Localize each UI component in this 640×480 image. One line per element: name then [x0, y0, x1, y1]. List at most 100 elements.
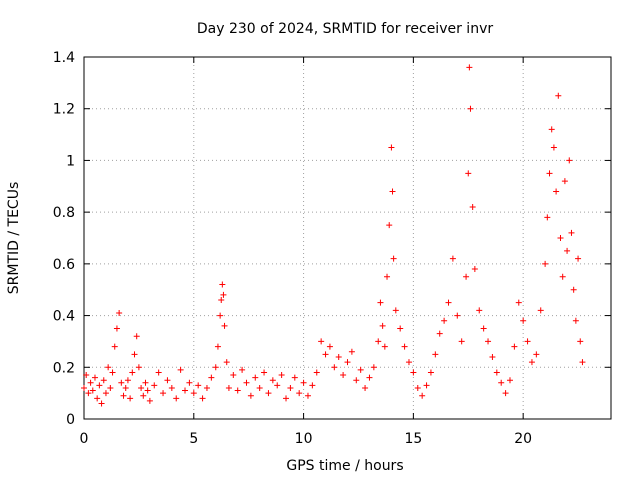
data-point [120, 392, 127, 399]
data-point [96, 382, 103, 389]
data-point [353, 377, 360, 384]
data-point [186, 379, 193, 386]
data-point [164, 377, 171, 384]
data-point [572, 317, 579, 324]
data-point [379, 322, 386, 329]
data-point [357, 366, 364, 373]
data-point [133, 333, 140, 340]
data-points [81, 64, 586, 407]
data-point [463, 273, 470, 280]
data-point [287, 384, 294, 391]
data-point [476, 307, 483, 314]
data-point [544, 214, 551, 221]
data-point [564, 247, 571, 254]
data-point [390, 255, 397, 262]
data-point [138, 384, 145, 391]
data-point [485, 338, 492, 345]
data-point [220, 291, 227, 298]
data-point [274, 382, 281, 389]
data-point [144, 387, 151, 394]
x-tick-label: 0 [80, 431, 89, 447]
data-point [247, 392, 254, 399]
x-axis-label: GPS time / hours [286, 458, 403, 474]
data-point [506, 377, 513, 384]
data-point [559, 273, 566, 280]
data-point [528, 359, 535, 366]
y-tick-label: 0.6 [53, 257, 75, 273]
data-point [410, 369, 417, 376]
data-point [118, 379, 125, 386]
data-point [168, 384, 175, 391]
y-axis: 0 0.2 0.4 0.6 0.8 1 1.2 1.4 [53, 50, 611, 428]
data-point [465, 170, 472, 177]
data-point [493, 369, 500, 376]
data-point [401, 343, 408, 350]
data-point [515, 299, 522, 306]
data-point [568, 229, 575, 236]
data-point [449, 255, 456, 262]
data-point [129, 369, 136, 376]
data-point [566, 157, 573, 164]
data-point [225, 384, 232, 391]
data-point [91, 374, 98, 381]
data-point [203, 384, 210, 391]
data-point [533, 351, 540, 358]
data-point [256, 384, 263, 391]
data-point [102, 390, 109, 397]
data-point [384, 273, 391, 280]
data-point [458, 338, 465, 345]
data-point [218, 297, 225, 304]
data-point [309, 382, 316, 389]
data-point [107, 384, 114, 391]
x-axis: 0 5 10 15 20 [80, 57, 532, 447]
y-tick-label: 0.8 [53, 205, 75, 221]
data-point [122, 384, 129, 391]
data-point [151, 382, 158, 389]
data-point [146, 397, 153, 404]
x-tick-label: 10 [295, 431, 313, 447]
data-point [561, 178, 568, 185]
data-point [388, 144, 395, 151]
data-point [81, 384, 87, 391]
data-point [366, 374, 373, 381]
plot-frame [83, 56, 612, 420]
data-point [322, 351, 329, 358]
data-point [155, 369, 162, 376]
y-tick-label: 0.2 [53, 360, 75, 376]
data-point [520, 317, 527, 324]
data-point [190, 390, 197, 397]
data-point [389, 188, 396, 195]
data-point [195, 382, 202, 389]
data-point [436, 330, 443, 337]
data-point [331, 364, 338, 371]
data-point [252, 374, 259, 381]
data-point [542, 260, 549, 267]
data-point [212, 364, 219, 371]
data-point [173, 395, 180, 402]
data-point [537, 307, 544, 314]
chart-title: Day 230 of 2024, SRMTID for receiver inv… [197, 21, 493, 37]
data-point [575, 255, 582, 262]
data-point [265, 390, 272, 397]
data-point [414, 384, 421, 391]
data-point [344, 359, 351, 366]
data-point [511, 343, 518, 350]
data-point [111, 343, 118, 350]
data-point [467, 105, 474, 112]
data-point [85, 390, 92, 397]
data-point [219, 281, 226, 288]
y-tick-label: 1.4 [53, 50, 75, 66]
data-point [550, 144, 557, 151]
data-point [480, 325, 487, 332]
data-point [386, 222, 393, 229]
data-point [300, 379, 307, 386]
data-point [340, 372, 347, 379]
data-point [234, 387, 241, 394]
data-point [489, 353, 496, 360]
data-point [553, 188, 560, 195]
data-point [131, 351, 138, 358]
data-point [83, 372, 90, 379]
data-point [313, 369, 320, 376]
data-point [432, 351, 439, 358]
